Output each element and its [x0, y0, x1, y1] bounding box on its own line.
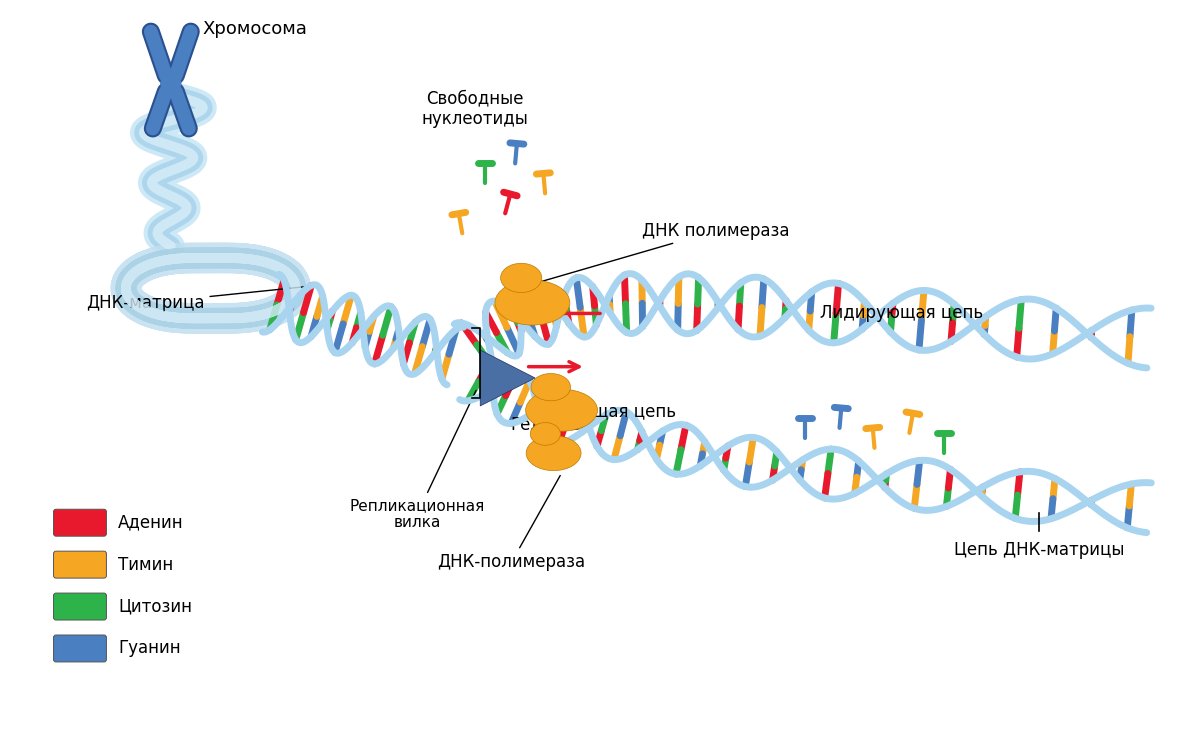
Text: Аденин: Аденин: [118, 514, 184, 531]
Ellipse shape: [526, 389, 598, 431]
Text: Репликационная
вилка: Репликационная вилка: [349, 390, 485, 530]
Text: Цепь ДНК-матрицы: Цепь ДНК-матрицы: [954, 541, 1124, 559]
Polygon shape: [480, 350, 535, 406]
FancyBboxPatch shape: [54, 593, 107, 620]
Text: Цитозин: Цитозин: [118, 598, 192, 615]
FancyBboxPatch shape: [54, 509, 107, 537]
Ellipse shape: [532, 373, 570, 401]
Ellipse shape: [494, 280, 570, 325]
Ellipse shape: [530, 423, 560, 445]
FancyBboxPatch shape: [54, 635, 107, 662]
Text: Свободные
нуклеотиды: Свободные нуклеотиды: [421, 89, 529, 128]
Text: ДНК полимераза: ДНК полимераза: [540, 221, 790, 282]
Ellipse shape: [500, 263, 541, 292]
Text: Хромосома: Хромосома: [203, 20, 307, 38]
Ellipse shape: [161, 77, 181, 91]
Text: Геликаза: Геликаза: [510, 416, 592, 434]
Ellipse shape: [526, 435, 581, 471]
Text: Тимин: Тимин: [118, 556, 173, 573]
Text: ДНК-матрица: ДНК-матрица: [86, 286, 307, 312]
Text: ДНК-полимераза: ДНК-полимераза: [438, 475, 586, 571]
FancyBboxPatch shape: [54, 551, 107, 578]
Text: Гуанин: Гуанин: [118, 639, 180, 658]
Text: Отстающая цепь: Отстающая цепь: [527, 402, 676, 420]
Text: Лидирующая цепь: Лидирующая цепь: [820, 304, 983, 322]
